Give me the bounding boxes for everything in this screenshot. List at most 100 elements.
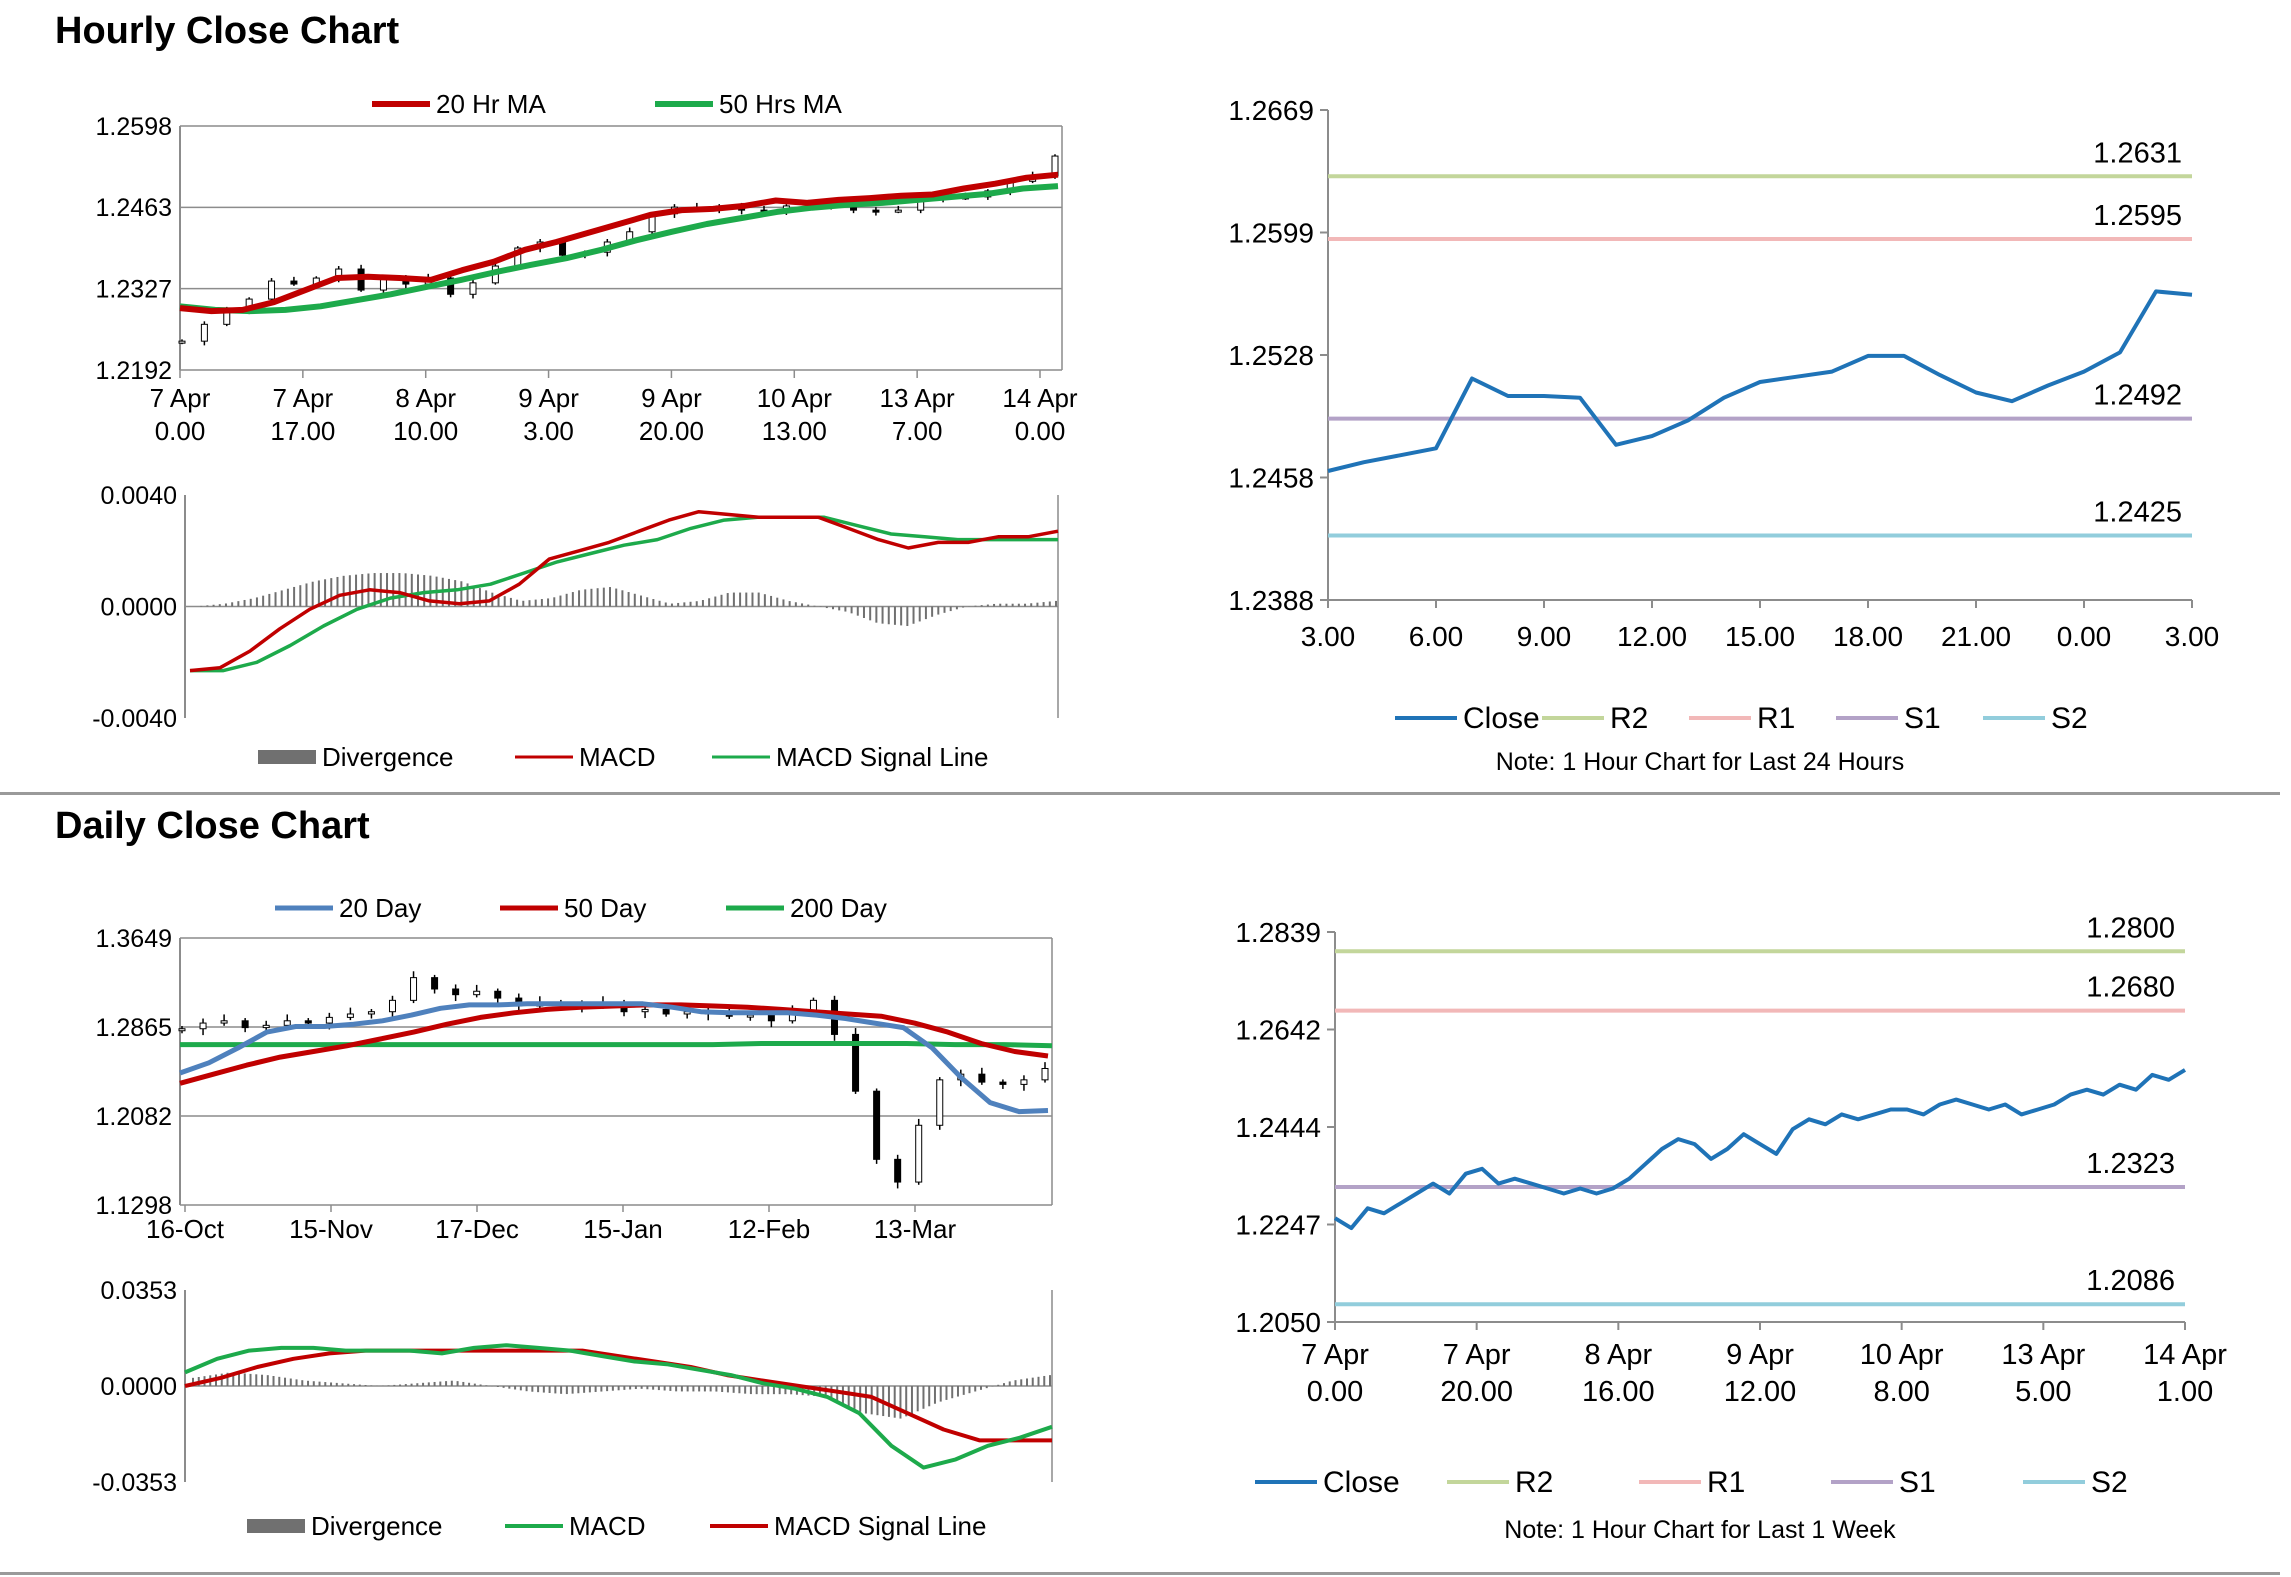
x-tick-label: 16-Oct — [146, 1214, 225, 1244]
x-tick-label: 17.00 — [270, 416, 335, 446]
legend-macd-label: MACD — [579, 742, 656, 772]
x-tick-label: 17-Dec — [435, 1214, 519, 1244]
y-tick-label: 1.2642 — [1235, 1015, 1321, 1046]
x-tick-label: 3.00 — [1301, 621, 1356, 652]
y-tick-label: 1.2388 — [1228, 585, 1314, 616]
candle-body — [559, 241, 567, 256]
macd-line — [184, 1343, 1053, 1470]
y-tick-label: 1.2247 — [1235, 1210, 1321, 1241]
candle-body — [978, 1073, 986, 1083]
candle-body — [241, 1020, 249, 1029]
x-tick-label: 1.00 — [2157, 1376, 2213, 1408]
x-tick-label: 16.00 — [1582, 1376, 1655, 1408]
x-tick-label: 0.00 — [1307, 1376, 1363, 1408]
x-tick-label: 3.00 — [523, 416, 574, 446]
candle-body — [410, 977, 418, 1001]
y-tick-label: 1.2669 — [1228, 95, 1314, 126]
x-tick-label: 9.00 — [1517, 621, 1572, 652]
level-label-s2: 1.2086 — [2086, 1265, 2175, 1297]
hourly-price-y-tick: 1.2598 — [96, 113, 172, 141]
candle-body — [872, 209, 880, 213]
level-label-r2: 1.2800 — [2086, 912, 2175, 944]
legend-macd-signal-label: MACD Signal Line — [776, 742, 988, 772]
x-tick-label: 6.00 — [1409, 621, 1464, 652]
legend-20-day-label: 20 Day — [339, 893, 421, 923]
x-tick-label: 14 Apr — [1002, 383, 1078, 413]
legend-close-label: Close — [1323, 1466, 1400, 1499]
legend-divergence-swatch — [247, 1519, 305, 1533]
candle-body — [304, 1020, 312, 1024]
x-tick-label: 0.00 — [2057, 621, 2112, 652]
legend-divergence-label: Divergence — [322, 742, 454, 772]
x-tick-label: 20.00 — [639, 416, 704, 446]
hourly-price-y-tick: 1.2192 — [96, 357, 172, 385]
legend-s2-label: S2 — [2051, 702, 2088, 735]
legend-r1-label: R1 — [1757, 702, 1795, 735]
candle-body — [178, 340, 186, 344]
x-tick-label: 7 Apr — [272, 383, 333, 413]
y-tick-label: 1.2444 — [1235, 1112, 1321, 1143]
hourly-macd-y-tick: -0.0040 — [92, 705, 177, 733]
x-tick-label: 13 Apr — [880, 383, 956, 413]
candle-body — [746, 1014, 754, 1018]
x-tick-label: 12.00 — [1617, 621, 1687, 652]
candle-body — [220, 1020, 228, 1024]
legend-r1-label: R1 — [1707, 1466, 1745, 1499]
level-label-s2: 1.2425 — [2093, 496, 2182, 528]
section-divider-bottom — [0, 1572, 2280, 1575]
x-tick-label: 10.00 — [393, 416, 458, 446]
x-tick-label: 21.00 — [1941, 621, 2011, 652]
candle-body — [199, 1022, 207, 1030]
candle-body — [452, 988, 460, 996]
x-tick-label: 0.00 — [155, 416, 206, 446]
legend-20hr-ma-label: 20 Hr MA — [436, 89, 546, 119]
x-tick-label: 9 Apr — [1726, 1339, 1794, 1371]
hourly-close-24h-chart: 1.2669 1.2599 1.2528 1.2458 1.2388 3.00 6.00 9.… — [1228, 95, 2220, 776]
x-tick-label: 15-Jan — [583, 1214, 663, 1244]
x-tick-label: 9 Apr — [518, 383, 579, 413]
candle-body — [494, 990, 502, 999]
macd-line — [189, 509, 1059, 673]
candle-body — [388, 999, 396, 1013]
legend-200-day-label: 200 Day — [790, 893, 887, 923]
x-tick-label: 15.00 — [1725, 621, 1795, 652]
daily-section-title: Daily Close Chart — [55, 805, 370, 847]
candle-body — [767, 1014, 775, 1022]
candle-body — [325, 1016, 333, 1024]
close-line — [1327, 289, 2193, 473]
legend-macd-label: MACD — [569, 1511, 646, 1541]
hourly-section-title: Hourly Close Chart — [55, 10, 400, 52]
legend-close-label: Close — [1463, 702, 1540, 735]
candle-body — [873, 1090, 881, 1160]
legend-50hrs-ma-label: 50 Hrs MA — [719, 89, 842, 119]
x-tick-label: 5.00 — [2015, 1376, 2071, 1408]
hourly-macd-y-tick: 0.0000 — [101, 593, 177, 621]
x-tick-label: 7 Apr — [1443, 1339, 1511, 1371]
candle-body — [469, 282, 477, 295]
level-label-s1: 1.2323 — [2086, 1148, 2175, 1180]
candle-body — [894, 209, 902, 213]
daily-price-y-tick: 1.1298 — [96, 1192, 172, 1220]
x-tick-label: 0.00 — [1015, 416, 1066, 446]
y-tick-label: 1.2050 — [1235, 1307, 1321, 1338]
daily-macd-y-tick: 0.0000 — [101, 1373, 177, 1401]
y-tick-label: 1.2458 — [1228, 463, 1314, 494]
candle-body — [852, 1033, 860, 1092]
legend-r2-label: R2 — [1515, 1466, 1553, 1499]
x-tick-label: 7 Apr — [150, 383, 211, 413]
candle-body — [1041, 1067, 1049, 1081]
level-label-r1: 1.2595 — [2093, 200, 2182, 232]
x-tick-label: 18.00 — [1833, 621, 1903, 652]
x-tick-label: 10 Apr — [1860, 1339, 1944, 1371]
candle-body — [473, 990, 481, 996]
x-tick-label: 3.00 — [2165, 621, 2220, 652]
candle-body — [1020, 1079, 1028, 1085]
candle-body — [447, 277, 455, 295]
ma20-line — [179, 171, 1059, 315]
x-tick-label: 13 Apr — [2001, 1339, 2085, 1371]
chart-note: Note: 1 Hour Chart for Last 1 Week — [1504, 1516, 1896, 1544]
candle-body — [999, 1081, 1007, 1085]
legend-divergence-swatch — [258, 750, 316, 764]
